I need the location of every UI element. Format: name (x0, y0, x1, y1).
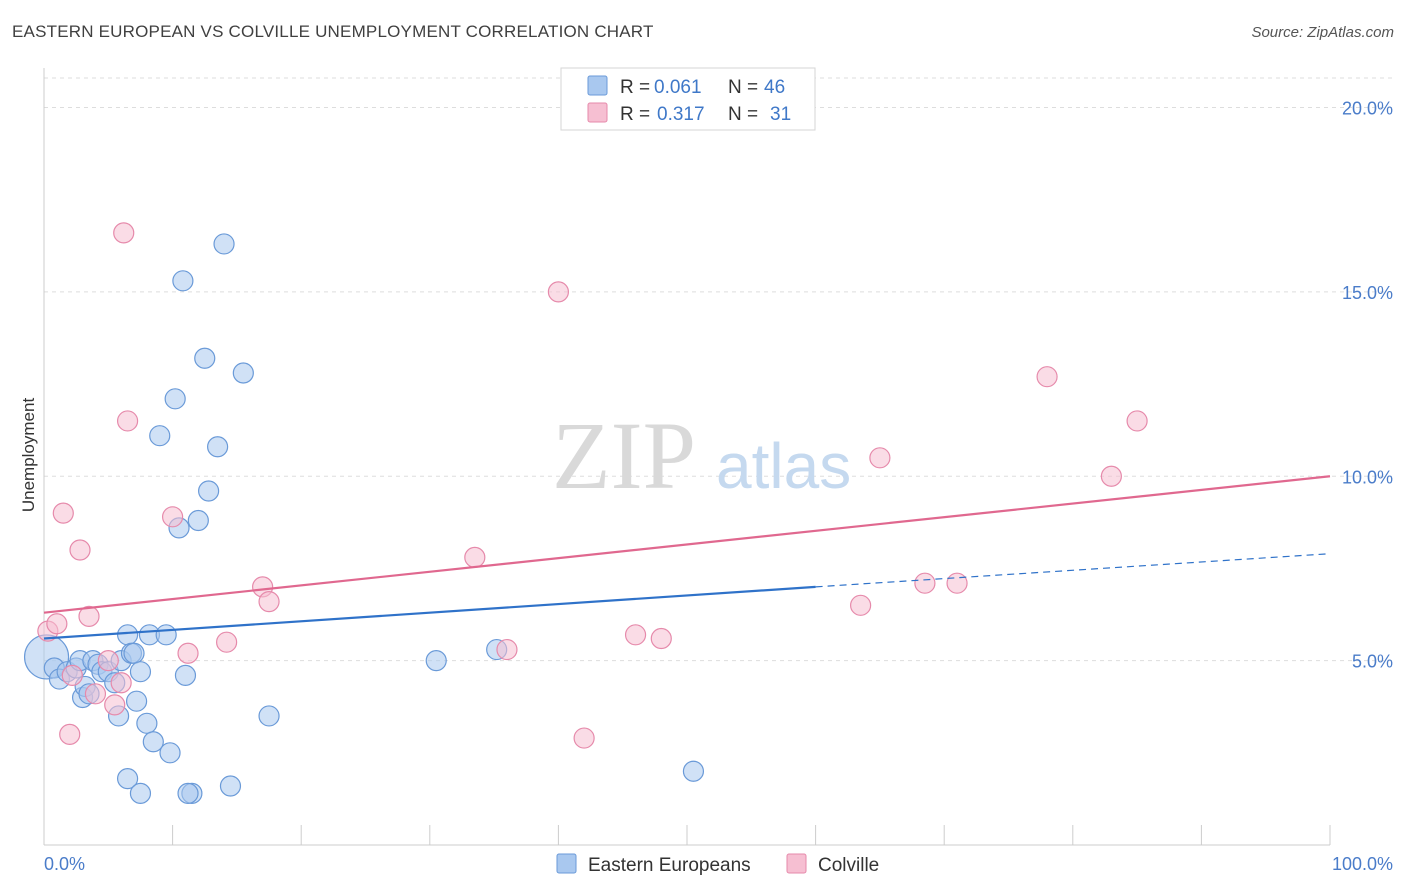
colville-point-23 (650, 627, 672, 650)
bottom-legend-swatch-eastern-europeans (556, 853, 577, 874)
colville-point-12 (113, 222, 135, 244)
colville-point-25 (869, 447, 891, 469)
trend-lines (43, 475, 1331, 640)
eastern-europeans-point-21 (136, 712, 158, 734)
eastern-europeans-point-30 (174, 664, 197, 686)
colville-point-17 (258, 591, 280, 613)
colville-point-29 (1100, 465, 1122, 487)
eastern-europeans-point-37 (213, 233, 235, 255)
legend-n-label-1: N = (728, 77, 758, 98)
colville-point-2 (52, 502, 74, 524)
y-axis-label: Unemployment (19, 398, 38, 513)
x-tick-label-min: 0.0% (44, 854, 85, 874)
colville-point-6 (78, 605, 100, 627)
chart-title: EASTERN EUROPEAN VS COLVILLE UNEMPLOYMEN… (12, 22, 654, 41)
eastern-europeans-point-27 (164, 388, 186, 410)
legend-r-value-1: 0.061 (654, 77, 702, 98)
eastern-europeans-point-20 (129, 661, 152, 683)
colville-point-14 (177, 642, 199, 664)
axes (43, 68, 1331, 846)
eastern-europeans-point-16 (116, 624, 139, 646)
watermark: ZIP atlas (552, 402, 851, 509)
series-colville-points (37, 222, 1148, 749)
legend-swatch-blue (587, 75, 608, 96)
eastern-europeans-point-38 (219, 775, 242, 797)
eastern-europeans-point-43 (425, 650, 447, 672)
y-tick-label-3: 20.0% (1342, 99, 1393, 119)
colville-point-13 (162, 506, 184, 528)
series-eastern-europeans-points (23, 233, 705, 804)
y-tick-label-1: 10.0% (1342, 467, 1393, 487)
colville-point-30 (1126, 410, 1148, 432)
legend-swatch-pink (587, 102, 608, 123)
trend-line-colville (43, 475, 1331, 614)
colville-point-21 (573, 727, 595, 749)
colville-point-18 (464, 546, 486, 568)
eastern-europeans-point-39 (232, 362, 254, 384)
legend-n-value-1: 46 (764, 77, 785, 98)
eastern-europeans-point-45 (682, 760, 705, 782)
trend-line-eastern-europeans-extension (815, 553, 1331, 588)
eastern-europeans-point-36 (207, 436, 229, 458)
watermark-zip: ZIP (552, 402, 696, 509)
eastern-europeans-point-34 (194, 347, 216, 369)
y-tick-labels: 5.0% 10.0% 15.0% 20.0% (1342, 99, 1393, 672)
eastern-europeans-point-32 (177, 782, 199, 804)
bottom-legend-label-eastern-europeans: Eastern Europeans (588, 855, 751, 876)
top-legend: R = 0.061 N = 46 R = 0.317 N = 31 (560, 67, 816, 131)
colville-point-3 (61, 664, 83, 686)
legend-r-value-2: 0.317 (657, 104, 705, 125)
bottom-legend-label-colville: Colville (818, 855, 879, 876)
colville-point-27 (946, 572, 968, 594)
colville-point-5 (69, 539, 91, 561)
y-tick-label-2: 15.0% (1342, 283, 1393, 303)
eastern-europeans-point-40 (258, 705, 280, 727)
colville-point-28 (1036, 366, 1058, 388)
colville-point-24 (850, 594, 872, 616)
colville-point-10 (110, 672, 132, 694)
colville-point-26 (914, 572, 936, 594)
eastern-europeans-point-29 (172, 270, 194, 292)
eastern-europeans-point-23 (142, 731, 164, 753)
colville-point-15 (216, 631, 238, 653)
eastern-europeans-point-19 (125, 690, 148, 712)
colville-point-20 (547, 281, 570, 303)
colville-point-22 (624, 624, 647, 646)
source-label: Source: ZipAtlas.com (1251, 24, 1394, 41)
legend-r-label-2: R = (620, 104, 650, 125)
trend-line-eastern-europeans (43, 585, 816, 640)
eastern-europeans-point-42 (129, 782, 152, 804)
eastern-europeans-point-41 (116, 768, 139, 790)
colville-point-11 (116, 410, 139, 432)
colville-point-1 (46, 613, 68, 635)
legend-n-value-2: 31 (770, 104, 791, 125)
colville-point-19 (496, 638, 518, 661)
eastern-europeans-point-25 (155, 624, 177, 646)
colville-point-9 (104, 694, 126, 716)
legend-n-label-2: N = (728, 104, 758, 125)
eastern-europeans-point-24 (149, 425, 171, 447)
x-tick-label-max: 100.0% (1332, 854, 1393, 874)
bottom-legend-swatch-colville (786, 853, 807, 874)
watermark-atlas: atlas (716, 430, 851, 502)
x-tick-labels: 0.0% 100.0% (44, 854, 1393, 874)
y-tick-label-0: 5.0% (1352, 652, 1393, 672)
bottom-legend: Eastern Europeans Colville (556, 853, 879, 876)
colville-point-7 (84, 683, 107, 705)
eastern-europeans-point-35 (198, 480, 220, 502)
eastern-europeans-point-26 (159, 742, 181, 764)
colville-point-8 (97, 650, 119, 672)
eastern-europeans-point-33 (187, 509, 209, 532)
eastern-europeans-point-18 (123, 642, 145, 664)
legend-r-label-1: R = (620, 77, 650, 98)
colville-point-4 (59, 723, 81, 745)
